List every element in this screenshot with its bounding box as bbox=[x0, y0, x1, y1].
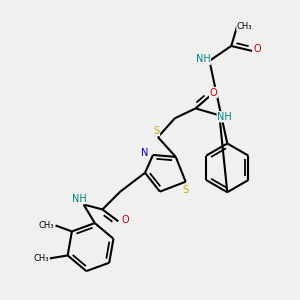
Text: O: O bbox=[210, 88, 217, 98]
Text: NH: NH bbox=[72, 194, 86, 203]
Text: O: O bbox=[254, 44, 261, 54]
Text: S: S bbox=[153, 126, 160, 136]
Text: O: O bbox=[121, 215, 129, 225]
Text: NH: NH bbox=[196, 54, 210, 64]
Text: S: S bbox=[183, 185, 189, 195]
Text: NH: NH bbox=[217, 112, 232, 122]
Text: CH₃: CH₃ bbox=[33, 254, 49, 263]
Text: CH₃: CH₃ bbox=[237, 22, 252, 31]
Text: N: N bbox=[141, 148, 148, 158]
Text: CH₃: CH₃ bbox=[39, 221, 54, 230]
